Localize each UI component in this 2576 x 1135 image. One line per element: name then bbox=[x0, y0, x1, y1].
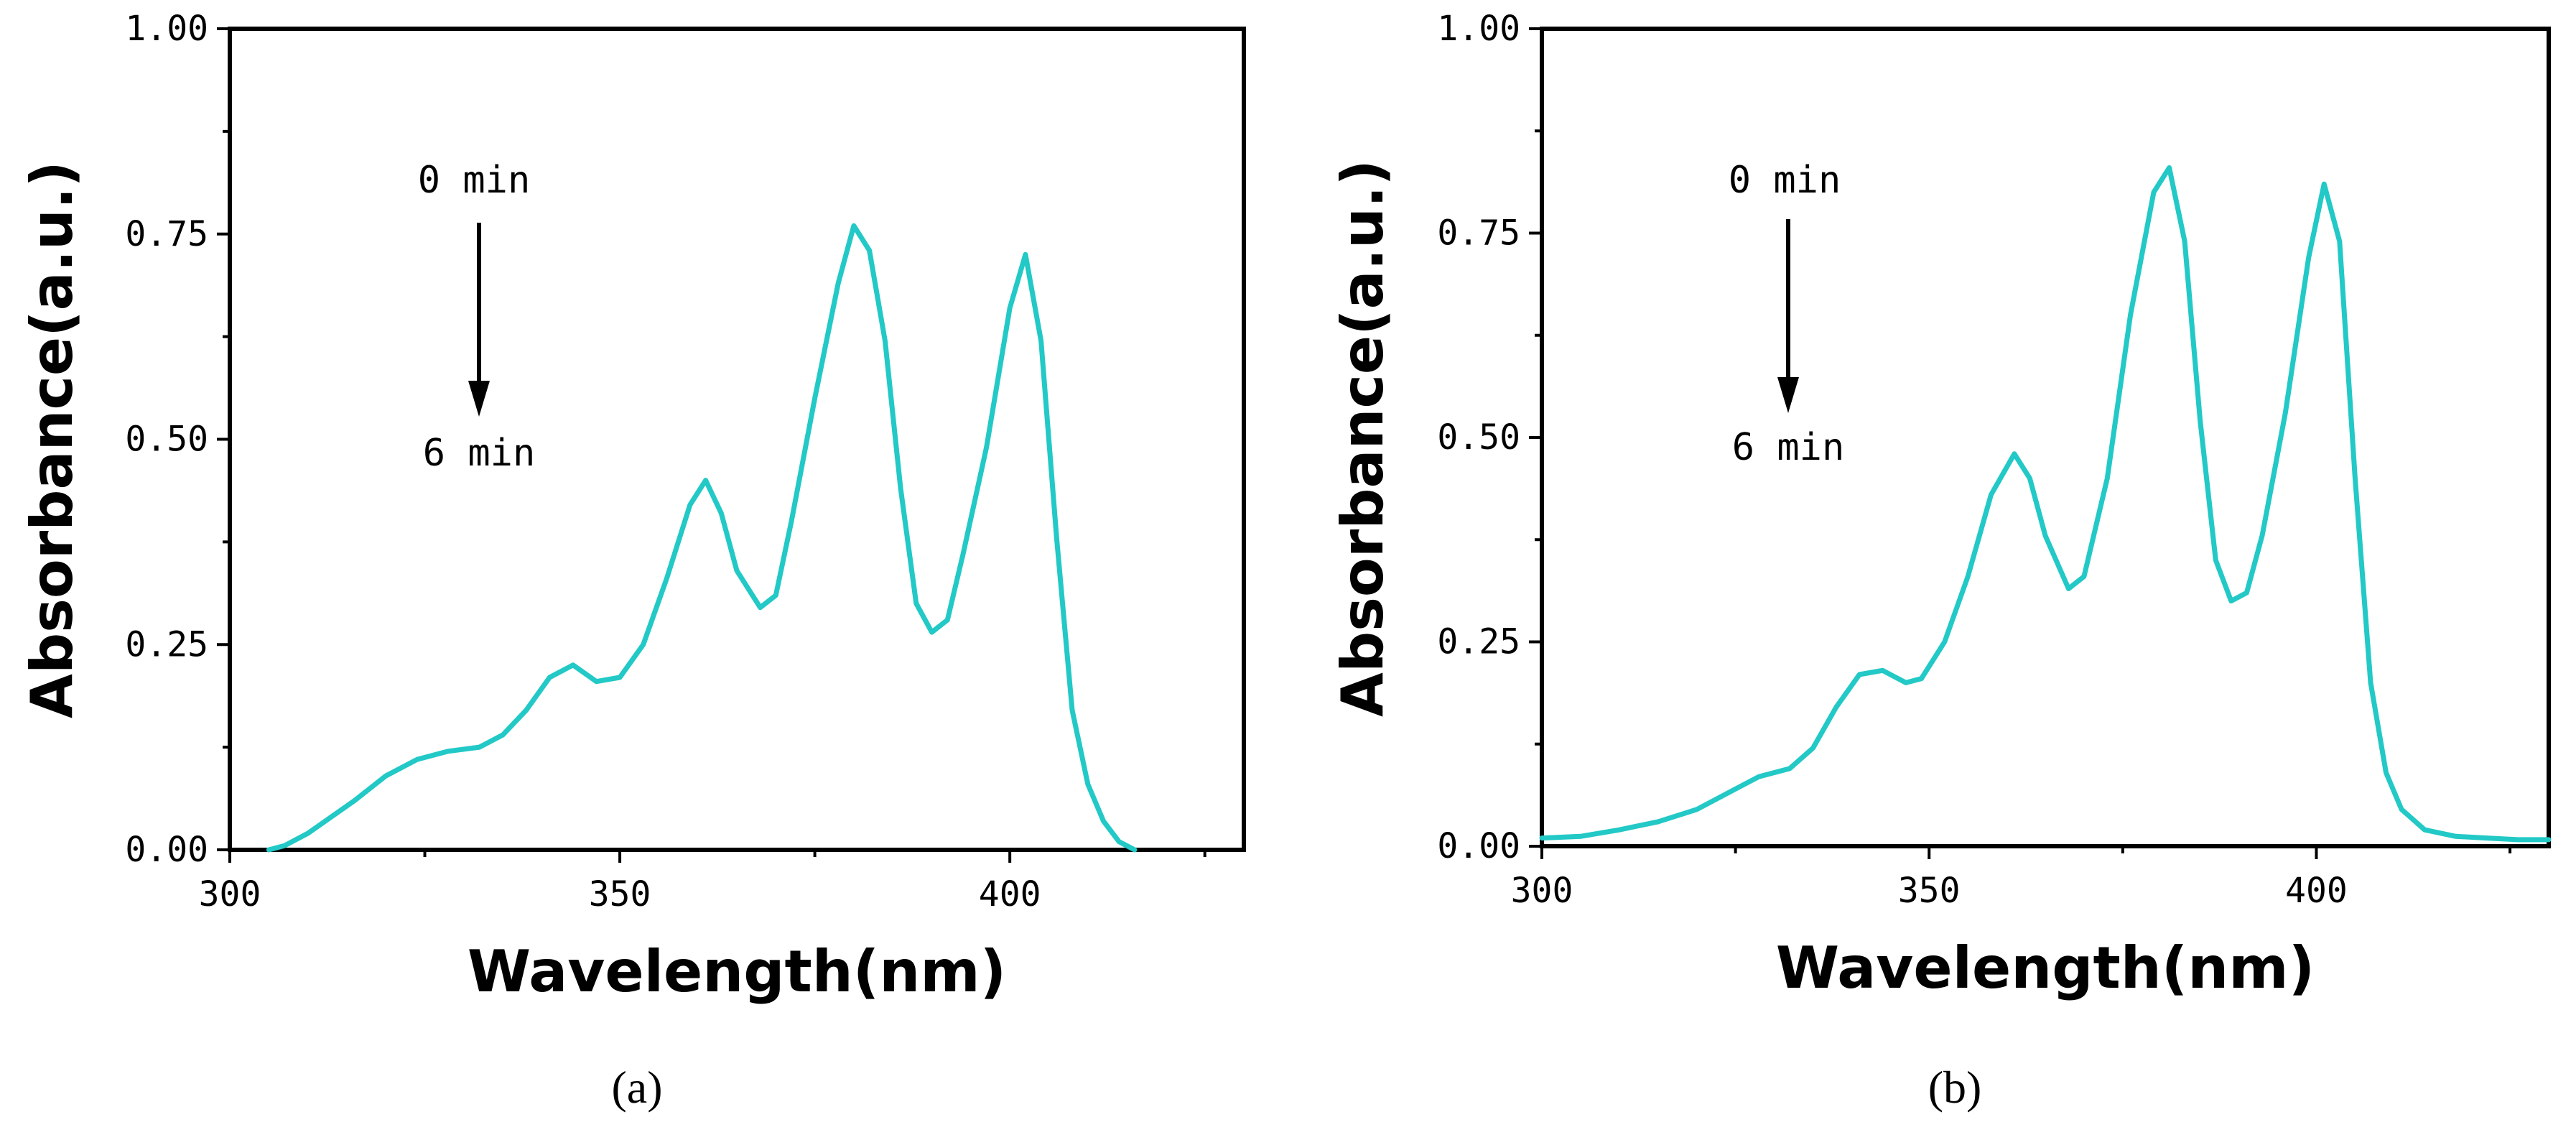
annotation-start-b: 0 min bbox=[1729, 159, 1841, 202]
arrow-head-b bbox=[1777, 377, 1799, 413]
y-tick-label-a-0: 0.00 bbox=[125, 830, 208, 870]
y-tick-label-b-4: 1.00 bbox=[1437, 9, 1520, 49]
y-tick-label-a-3: 0.75 bbox=[125, 214, 208, 254]
y-tick-label-b-1: 0.25 bbox=[1437, 622, 1520, 662]
x-tick-label-b-2: 400 bbox=[2285, 871, 2348, 911]
x-tick-label-a-1: 350 bbox=[589, 874, 651, 914]
y-tick-label-b-3: 0.75 bbox=[1437, 213, 1520, 254]
x-tick-label-a-0: 300 bbox=[199, 874, 261, 914]
y-tick-label-a-4: 1.00 bbox=[125, 9, 208, 49]
x-tick-label-b-0: 300 bbox=[1511, 871, 1573, 911]
caption-b: (b) bbox=[1928, 1062, 1982, 1113]
annotation-end-a: 6 min bbox=[423, 432, 536, 475]
ticks-b: 0.00 0.25 0.50 0.75 1.00 300 350 400 bbox=[1437, 9, 2512, 911]
y-tick-label-b-2: 0.50 bbox=[1437, 417, 1520, 458]
series-line-b bbox=[1539, 165, 2552, 843]
y-axis-title-b: Absorbance(a.u.) bbox=[1329, 159, 1396, 717]
arrow-head-a bbox=[468, 381, 490, 417]
y-tick-label-a-1: 0.25 bbox=[125, 624, 208, 664]
panel-b: 0.00 0.25 0.50 0.75 1.00 300 350 400 0 min 6 mi… bbox=[1329, 9, 2552, 1113]
ticks-a: 0.00 0.25 0.50 0.75 1.00 300 350 400 bbox=[125, 9, 1206, 914]
y-axis-title-a: Absorbance(a.u.) bbox=[19, 161, 85, 718]
x-axis-title-a: Wavelength(nm) bbox=[468, 938, 1006, 1005]
caption-a: (a) bbox=[611, 1062, 662, 1113]
series-line-a bbox=[266, 223, 1138, 853]
x-tick-label-a-2: 400 bbox=[979, 874, 1041, 914]
y-tick-label-b-0: 0.00 bbox=[1437, 826, 1520, 866]
annotation-start-a: 0 min bbox=[418, 159, 531, 202]
panel-a: 0.00 0.25 0.50 0.75 1.00 300 350 400 0 min 6 mi… bbox=[19, 9, 1246, 1113]
y-tick-label-a-2: 0.50 bbox=[125, 420, 208, 460]
x-tick-label-b-1: 350 bbox=[1898, 871, 1961, 911]
annotation-end-b: 6 min bbox=[1732, 426, 1845, 469]
x-axis-title-b: Wavelength(nm) bbox=[1776, 935, 2315, 1001]
